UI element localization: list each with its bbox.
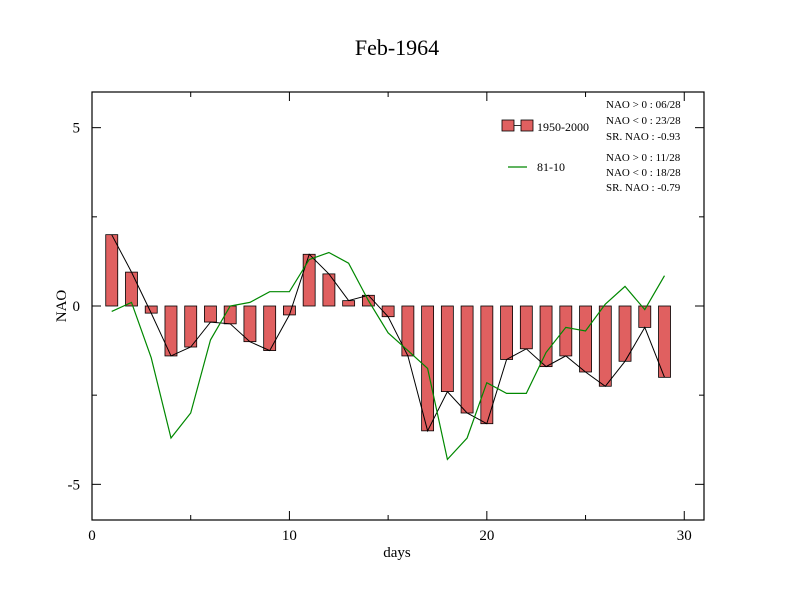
bar-series [105,234,671,432]
stats-2-line-1: NAO > 0 : 11/28 [606,152,681,164]
legend-line-label: 81-10 [537,160,565,174]
bar-day-15 [381,305,395,318]
legend-bar-swatch-2 [520,119,534,132]
bar-day-18 [440,305,454,392]
bar-day-22 [519,305,533,350]
chart-title: Feb-1964 [355,35,439,60]
x-tick-label-30: 30 [677,528,692,544]
legend-bars-label: 1950-2000 [537,120,589,134]
bar-day-12 [322,273,336,307]
bar-day-19 [460,305,474,414]
bar-day-8 [243,305,257,343]
bar-series-connector-line [111,234,665,433]
bar-day-2 [125,271,138,307]
y-tick-label--5: -5 [68,477,81,493]
bar-day-21 [500,305,513,360]
bar-day-27 [618,305,632,362]
line-series [111,234,666,461]
line-series-81-10 [111,251,666,461]
bar-day-24 [559,305,573,357]
bar-day-29 [658,305,671,378]
legend-bar-swatch-1 [501,119,515,132]
axis-ticks: 0 10 20 30 -5 0 5 [68,92,704,544]
x-tick-label-10: 10 [282,528,297,544]
bar-day-26 [598,305,612,387]
bar-day-4 [164,305,178,357]
bar-day-1 [105,234,119,307]
stats-1-line-1: NAO > 0 : 06/28 [606,99,681,111]
stats-2-line-3: SR. NAO : -0.79 [606,182,681,194]
x-tick-label-0: 0 [88,528,96,544]
bar-day-20 [480,305,494,425]
bar-day-7 [223,305,237,325]
x-axis-label: days [383,545,411,561]
bar-day-11 [302,253,316,307]
y-tick-label-5: 5 [73,121,81,137]
stats-1-line-3: SR. NAO : -0.93 [606,131,681,143]
bar-day-23 [539,305,553,368]
y-tick-label-0: 0 [73,299,81,315]
bar-day-6 [204,305,217,323]
bar-day-25 [579,305,592,373]
bar-day-5 [184,305,198,348]
y-axis-label: NAO [54,290,70,323]
legend: 1950-2000 81-10 NAO > 0 : 06/28 NAO < 0 … [501,99,681,194]
bar-day-13 [342,300,356,307]
stats-1-line-2: NAO < 0 : 23/28 [606,115,681,127]
x-tick-label-20: 20 [479,528,494,544]
stats-2-line-2: NAO < 0 : 18/28 [606,167,681,179]
